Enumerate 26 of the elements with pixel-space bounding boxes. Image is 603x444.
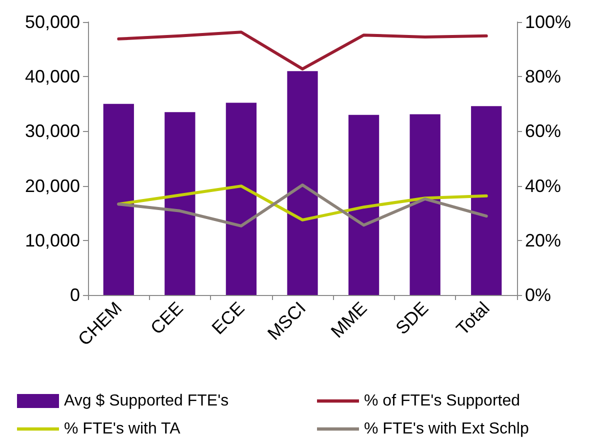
y-tick-label: 10,000 (24, 230, 80, 250)
legend-label: % FTE's with TA (64, 420, 181, 438)
line-series (117, 30, 488, 70)
y-tick-label: 20,000 (24, 176, 80, 196)
y-tick-label: 0 (70, 285, 80, 305)
y2-tick-label: 100% (525, 12, 572, 32)
y-tick-label: 50,000 (24, 12, 80, 32)
line-series (117, 183, 488, 228)
bar (348, 114, 380, 295)
y2-tick-label: 80% (525, 66, 562, 87)
line-series (117, 184, 488, 222)
y-tick-label: 40,000 (24, 66, 80, 87)
y2-tick-label: 20% (525, 230, 562, 250)
y2-tick-label: 60% (525, 121, 562, 142)
y2-tick-label: 0% (525, 285, 552, 305)
legend-label: % of FTE's Supported (364, 392, 520, 410)
legend-label: % FTE's with Ext Schlp (364, 420, 529, 438)
legend-label: Avg $ Supported FTE's (64, 392, 229, 410)
bar (471, 106, 502, 295)
y2-tick-label: 40% (525, 176, 562, 196)
bar (410, 114, 440, 295)
bar (103, 104, 134, 295)
y-tick-label: 30,000 (24, 121, 80, 142)
bar (287, 71, 318, 295)
bar (164, 112, 196, 295)
bar (226, 102, 257, 295)
